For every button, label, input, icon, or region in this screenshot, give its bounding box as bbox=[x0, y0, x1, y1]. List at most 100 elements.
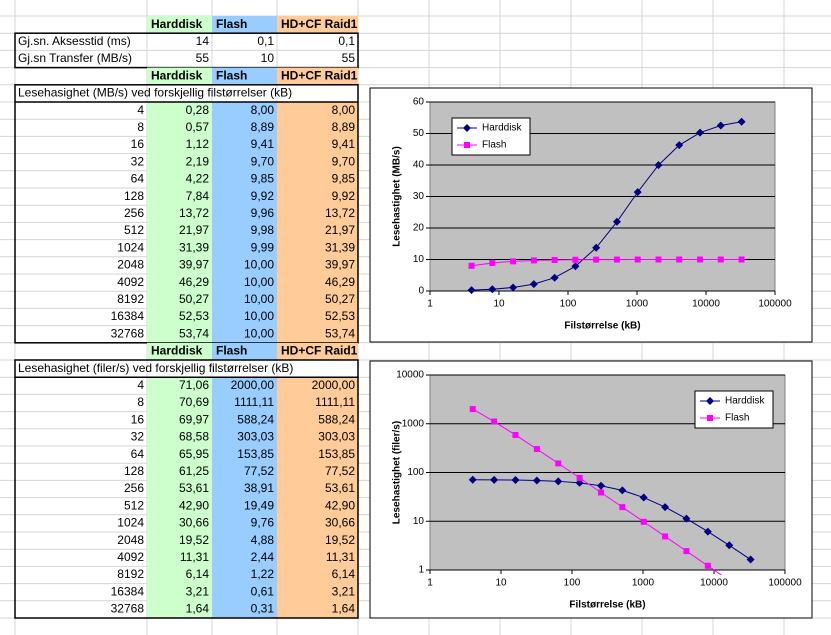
marker bbox=[639, 493, 648, 502]
column-fill bbox=[212, 377, 277, 618]
cell: 13,72 bbox=[325, 206, 355, 220]
cell: 4,22 bbox=[186, 172, 210, 186]
cell: 46,29 bbox=[325, 275, 355, 289]
cell: 32 bbox=[131, 430, 145, 444]
marker bbox=[706, 397, 714, 405]
marker bbox=[489, 259, 496, 266]
marker bbox=[533, 446, 540, 453]
column-header: Flash bbox=[216, 17, 247, 31]
marker bbox=[697, 256, 704, 263]
marker bbox=[613, 256, 620, 263]
x-tick-label: 100 bbox=[564, 578, 581, 589]
marker bbox=[576, 474, 583, 481]
cell: 8192 bbox=[117, 567, 144, 581]
y-tick-label: 0 bbox=[418, 286, 424, 297]
cell: 0,31 bbox=[251, 602, 275, 616]
marker bbox=[737, 117, 746, 126]
cell: 9,85 bbox=[332, 172, 356, 186]
column-header: Harddisk bbox=[151, 68, 203, 82]
cell: 153,85 bbox=[318, 447, 355, 461]
row-label: Gj.sn Transfer (MB/s) bbox=[18, 51, 132, 65]
cell: 46,29 bbox=[179, 275, 209, 289]
column-header: HD+CF Raid1 bbox=[281, 17, 358, 31]
cell: 50,27 bbox=[325, 292, 355, 306]
marker bbox=[612, 217, 621, 226]
cell: 39,97 bbox=[179, 258, 209, 272]
column-fill bbox=[277, 102, 358, 343]
column-fill bbox=[147, 342, 212, 360]
marker bbox=[490, 475, 499, 484]
cell: 77,52 bbox=[244, 464, 274, 478]
cell: 10,00 bbox=[244, 326, 274, 340]
column-header: Harddisk bbox=[151, 344, 203, 358]
x-tick-label: 10000 bbox=[692, 299, 720, 310]
marker bbox=[676, 256, 683, 263]
y-tick-label: 1000 bbox=[402, 418, 425, 429]
marker bbox=[554, 477, 563, 486]
cell: 2000,00 bbox=[312, 378, 356, 392]
cell: 8192 bbox=[117, 292, 144, 306]
marker bbox=[746, 555, 755, 564]
legend-label: Harddisk bbox=[482, 123, 522, 134]
cell: 10,00 bbox=[244, 275, 274, 289]
cell: 16384 bbox=[111, 309, 145, 323]
marker bbox=[634, 256, 641, 263]
cell: 31,39 bbox=[325, 240, 355, 254]
column-fill bbox=[277, 342, 358, 360]
column-header: Flash bbox=[216, 68, 247, 82]
cell: 7,84 bbox=[186, 189, 210, 203]
cell: 8,00 bbox=[251, 103, 275, 117]
y-tick-label: 10 bbox=[413, 254, 425, 265]
marker bbox=[592, 243, 601, 252]
series-line bbox=[471, 121, 742, 291]
cell: 61,25 bbox=[179, 464, 209, 478]
marker bbox=[717, 256, 724, 263]
cell: 8,89 bbox=[251, 120, 275, 134]
cell: 14 bbox=[196, 34, 210, 48]
marker bbox=[468, 475, 477, 484]
cell: 32768 bbox=[111, 326, 145, 340]
cell: 9,70 bbox=[332, 154, 356, 168]
marker bbox=[655, 256, 662, 263]
column-fill bbox=[277, 377, 358, 618]
x-tick-label: 100000 bbox=[758, 299, 792, 310]
marker bbox=[491, 418, 498, 425]
marker bbox=[633, 188, 642, 197]
marker bbox=[511, 476, 520, 485]
marker bbox=[661, 503, 670, 512]
cell: 2,44 bbox=[251, 550, 275, 564]
x-axis-title: Filstørrelse (kB) bbox=[564, 321, 640, 332]
marker bbox=[550, 273, 559, 282]
cell: 3,21 bbox=[186, 584, 210, 598]
cell: 9,41 bbox=[251, 137, 275, 151]
cell: 128 bbox=[124, 464, 144, 478]
marker bbox=[738, 256, 745, 263]
cell: 8 bbox=[137, 395, 144, 409]
cell: 55 bbox=[342, 51, 356, 65]
cell: 512 bbox=[124, 498, 144, 512]
marker bbox=[510, 258, 517, 265]
cell: 10 bbox=[261, 51, 275, 65]
column-fill bbox=[147, 377, 212, 618]
cell: 21,97 bbox=[179, 223, 209, 237]
cell: 16 bbox=[131, 412, 145, 426]
cell: 64 bbox=[131, 447, 145, 461]
column-header: Flash bbox=[216, 344, 247, 358]
cell: 9,92 bbox=[332, 189, 356, 203]
marker bbox=[654, 161, 663, 170]
column-fill bbox=[212, 102, 277, 343]
cell: 19,52 bbox=[325, 533, 355, 547]
x-tick-label: 1 bbox=[427, 578, 433, 589]
column-header: HD+CF Raid1 bbox=[281, 68, 358, 82]
cell: 1111,11 bbox=[234, 395, 274, 409]
cell: 9,70 bbox=[251, 154, 275, 168]
y-tick-label: 40 bbox=[413, 160, 425, 171]
cell: 19,49 bbox=[244, 498, 274, 512]
x-tick-label: 1000 bbox=[632, 578, 655, 589]
cell: 11,31 bbox=[180, 550, 209, 564]
marker bbox=[529, 280, 538, 289]
cell: 4092 bbox=[117, 550, 144, 564]
cell: 13,72 bbox=[179, 206, 209, 220]
